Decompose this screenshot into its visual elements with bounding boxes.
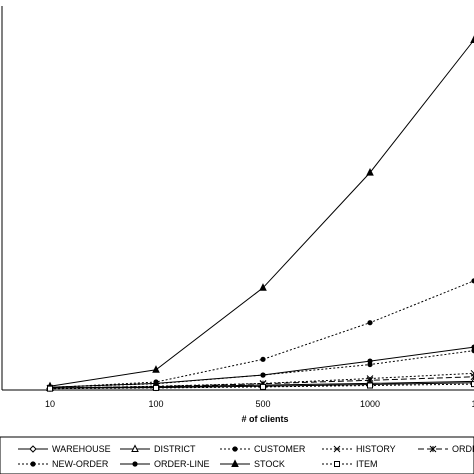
legend-swatch-marker	[232, 446, 238, 452]
plot-area	[1, 6, 474, 393]
legend-box	[0, 436, 474, 474]
data-point-item-1	[153, 384, 159, 391]
data-point-stock-1	[152, 365, 160, 373]
legend-swatch-marker	[334, 461, 340, 467]
legend-item-stock: STOCK	[220, 459, 285, 469]
data-point-item-3	[367, 382, 373, 389]
legend-item-customer: CUSTOMER	[220, 444, 306, 454]
legend-label: DISTRICT	[154, 444, 196, 454]
legend-swatch-marker	[333, 445, 341, 453]
legend-label: ORDER-LINE	[154, 459, 210, 469]
legend-label: ORDER	[452, 444, 474, 454]
data-point-order-line-2	[260, 372, 266, 378]
data-point-item-2	[260, 383, 266, 390]
data-point-order-line-3	[367, 358, 373, 364]
series-new-order	[47, 278, 474, 391]
data-point-item-0	[47, 385, 53, 392]
legend-label: ITEM	[356, 459, 378, 469]
data-point-stock-3	[366, 168, 374, 176]
series-line-order	[49, 376, 474, 389]
legend-label: NEW-ORDER	[52, 459, 109, 469]
legend-label: CUSTOMER	[254, 444, 306, 454]
x-tick-label: 1000	[360, 399, 380, 409]
legend-label: HISTORY	[356, 444, 396, 454]
data-point-stock-2	[259, 283, 267, 291]
legend-item-history: HISTORY	[322, 444, 396, 454]
legend-label: WAREHOUSE	[52, 444, 111, 454]
series-stock	[46, 35, 474, 390]
data-point-order-4	[470, 373, 474, 381]
legend-swatch-marker	[30, 461, 36, 467]
series-line-order-line	[49, 346, 474, 388]
x-tick-label: 500	[255, 399, 270, 409]
data-point-stock-4	[470, 35, 474, 43]
legend-item-order-line: ORDER-LINE	[120, 459, 210, 469]
legend-item-district: DISTRICT	[120, 444, 196, 454]
x-axis-label: # of clients	[241, 414, 288, 424]
x-tick-label: 1	[471, 399, 474, 409]
series-line-stock	[49, 39, 474, 387]
x-tick-label: 10	[45, 399, 55, 409]
x-tick-labels: 10 100 500 1000 1	[45, 399, 474, 409]
legend-item-new-order: NEW-ORDER	[18, 459, 109, 469]
data-point-order-3	[366, 376, 374, 384]
legend-swatch-marker	[29, 445, 37, 453]
data-point-order-line-1	[153, 380, 159, 387]
legend-swatch-marker	[132, 461, 138, 467]
legend: WAREHOUSE DISTRICT CUSTOMER HISTORY ORDER NEW…	[0, 436, 474, 474]
legend-swatch-marker	[131, 444, 139, 452]
legend-swatch-marker	[429, 445, 437, 453]
data-point-new-order-4	[471, 278, 474, 284]
series-item	[47, 381, 474, 392]
data-point-new-order-3	[367, 320, 373, 326]
data-point-item-4	[471, 381, 474, 388]
series-layer	[46, 35, 474, 393]
x-tick-label: 100	[148, 399, 163, 409]
legend-item-order: ORDER	[418, 444, 474, 454]
data-point-new-order-2	[260, 356, 266, 362]
legend-item-warehouse: WAREHOUSE	[18, 444, 111, 454]
legend-label: STOCK	[254, 459, 285, 469]
legend-swatch-marker	[231, 459, 239, 467]
data-point-order-line-4	[471, 344, 474, 350]
legend-item-item: ITEM	[322, 459, 378, 469]
series-line-new-order	[49, 280, 474, 389]
